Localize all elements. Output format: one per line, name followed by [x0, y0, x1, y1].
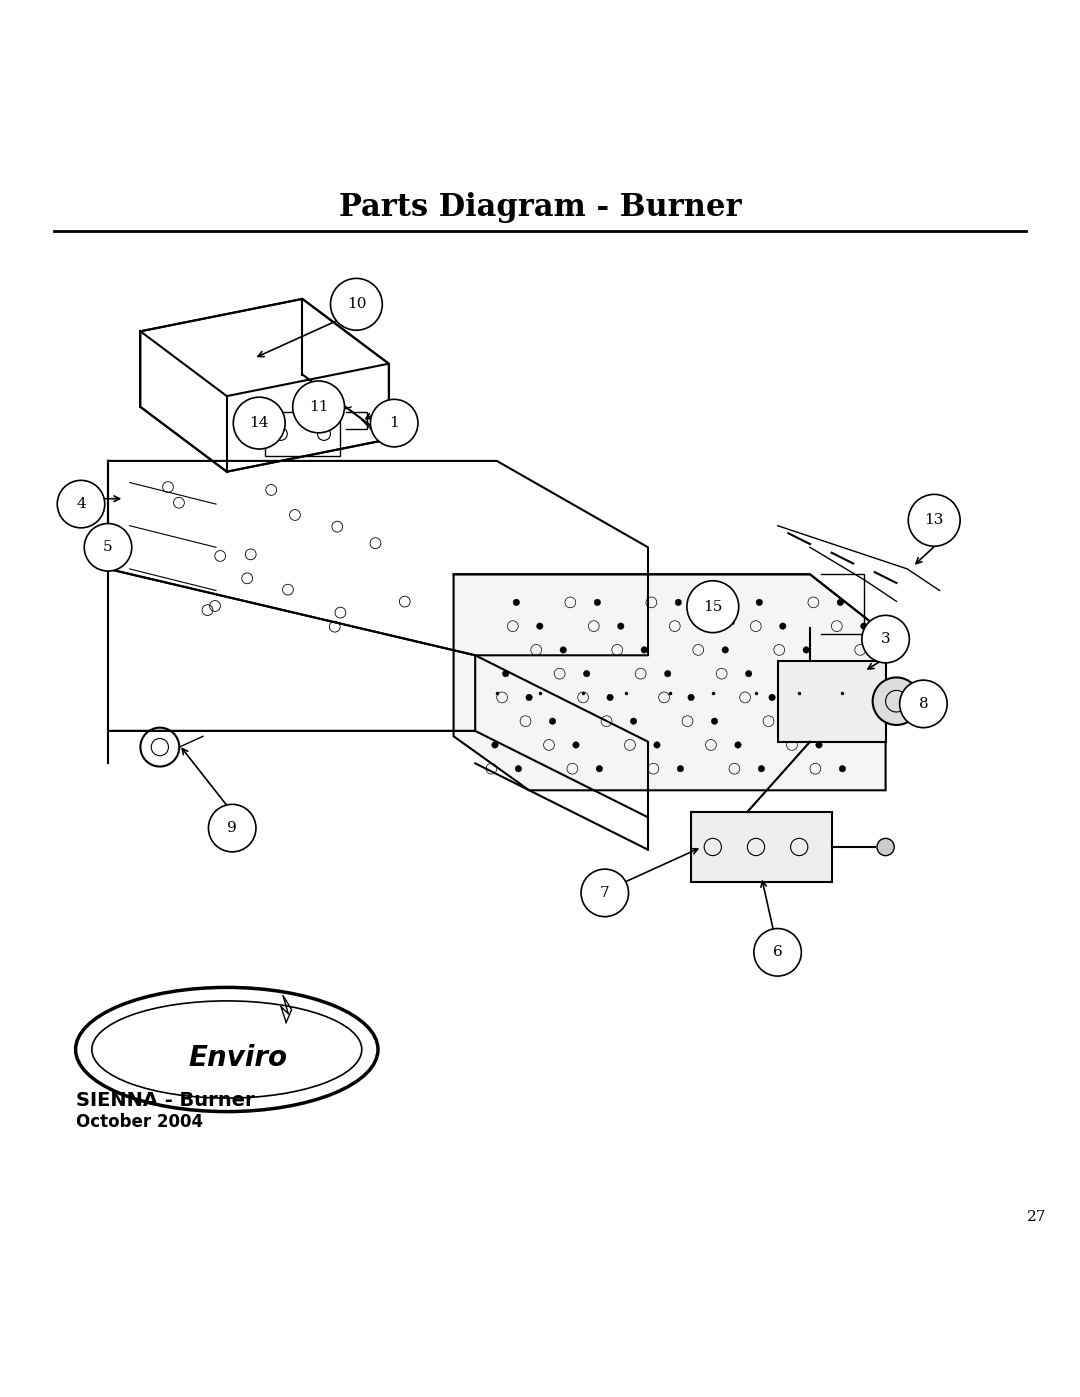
Circle shape — [908, 495, 960, 546]
Text: 27: 27 — [1027, 1210, 1047, 1224]
Circle shape — [758, 766, 765, 773]
Circle shape — [688, 694, 694, 701]
Circle shape — [596, 766, 603, 773]
Bar — [691, 812, 832, 882]
Circle shape — [583, 671, 590, 678]
Text: 15: 15 — [703, 599, 723, 613]
Circle shape — [537, 623, 543, 630]
Circle shape — [745, 671, 752, 678]
Circle shape — [900, 680, 947, 728]
Circle shape — [839, 766, 846, 773]
Bar — [778, 661, 886, 742]
Circle shape — [491, 742, 498, 749]
Bar — [265, 412, 340, 455]
Text: 5: 5 — [104, 541, 112, 555]
Text: 14: 14 — [249, 416, 269, 430]
Text: 10: 10 — [347, 298, 366, 312]
Text: Enviro: Enviro — [188, 1044, 287, 1071]
Circle shape — [861, 623, 867, 630]
Text: 9: 9 — [227, 821, 238, 835]
Circle shape — [699, 623, 705, 630]
Circle shape — [675, 599, 681, 606]
Circle shape — [330, 278, 382, 330]
Circle shape — [513, 599, 519, 606]
Text: 8: 8 — [919, 697, 928, 711]
Circle shape — [208, 805, 256, 852]
Circle shape — [802, 647, 810, 654]
Circle shape — [873, 678, 920, 725]
Circle shape — [780, 623, 786, 630]
Circle shape — [664, 671, 671, 678]
Circle shape — [370, 400, 418, 447]
Text: 6: 6 — [772, 946, 783, 960]
Text: 7: 7 — [600, 886, 609, 900]
Text: 11: 11 — [309, 400, 328, 414]
Circle shape — [618, 623, 624, 630]
Circle shape — [572, 742, 579, 749]
Circle shape — [756, 599, 762, 606]
Circle shape — [837, 599, 843, 606]
Circle shape — [550, 718, 556, 725]
Circle shape — [581, 869, 629, 916]
Circle shape — [723, 647, 729, 654]
Circle shape — [712, 718, 718, 725]
Circle shape — [233, 397, 285, 448]
Circle shape — [862, 615, 909, 662]
Circle shape — [526, 694, 532, 701]
Text: 4: 4 — [76, 497, 86, 511]
Circle shape — [594, 599, 600, 606]
Circle shape — [826, 671, 833, 678]
Circle shape — [293, 381, 345, 433]
Circle shape — [877, 838, 894, 855]
Circle shape — [631, 718, 637, 725]
Circle shape — [515, 766, 522, 773]
Text: 13: 13 — [924, 513, 944, 527]
Text: 1: 1 — [389, 416, 400, 430]
Text: October 2004: October 2004 — [76, 1113, 203, 1130]
Text: Parts Diagram - Burner: Parts Diagram - Burner — [339, 191, 741, 222]
Circle shape — [815, 742, 822, 749]
Circle shape — [793, 718, 799, 725]
Circle shape — [57, 481, 105, 528]
Circle shape — [559, 647, 566, 654]
Circle shape — [84, 524, 132, 571]
Circle shape — [769, 694, 775, 701]
Circle shape — [653, 742, 660, 749]
Circle shape — [502, 671, 509, 678]
Text: 3: 3 — [881, 631, 890, 645]
Circle shape — [607, 694, 613, 701]
Circle shape — [677, 766, 684, 773]
Polygon shape — [454, 574, 886, 791]
Text: SIENNA - Burner: SIENNA - Burner — [76, 1091, 254, 1109]
Circle shape — [642, 647, 648, 654]
Circle shape — [687, 581, 739, 633]
Circle shape — [734, 742, 741, 749]
Circle shape — [754, 929, 801, 977]
Circle shape — [850, 694, 856, 701]
